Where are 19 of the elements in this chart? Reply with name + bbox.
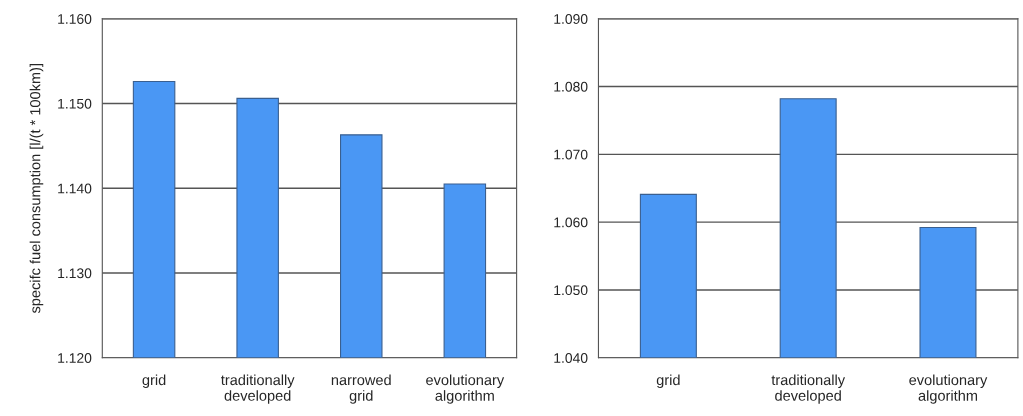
y-tick-label: 1.140 <box>58 183 92 194</box>
y-tick-label: 1.060 <box>554 217 588 228</box>
y-tick-label: 1.070 <box>554 149 588 160</box>
y-tick-label: 1.050 <box>554 285 588 296</box>
x-tick-label: evolutionary algorithm <box>426 374 505 404</box>
y-tick-label: 1.040 <box>554 353 588 363</box>
y-tick-label: 1.120 <box>58 353 92 363</box>
x-tick-label: evolutionary algorithm <box>909 374 988 404</box>
y-tick-label: 1.080 <box>554 81 588 92</box>
y-tick-label: 1.160 <box>58 14 92 24</box>
x-tick-label: grid <box>142 374 166 389</box>
x-tick-label: narrowed grid <box>331 374 391 404</box>
x-tick-label: traditionally developed <box>771 374 846 404</box>
y-tick-label: 1.150 <box>58 98 92 109</box>
y-axis-title: specifc fuel consumption [l/(t * 100km)] <box>29 64 44 314</box>
y-tick-label: 1.090 <box>554 14 588 24</box>
y-tick-label: 1.130 <box>58 268 92 279</box>
x-tick-label: grid <box>656 374 680 389</box>
x-tick-label: traditionally developed <box>221 374 295 404</box>
